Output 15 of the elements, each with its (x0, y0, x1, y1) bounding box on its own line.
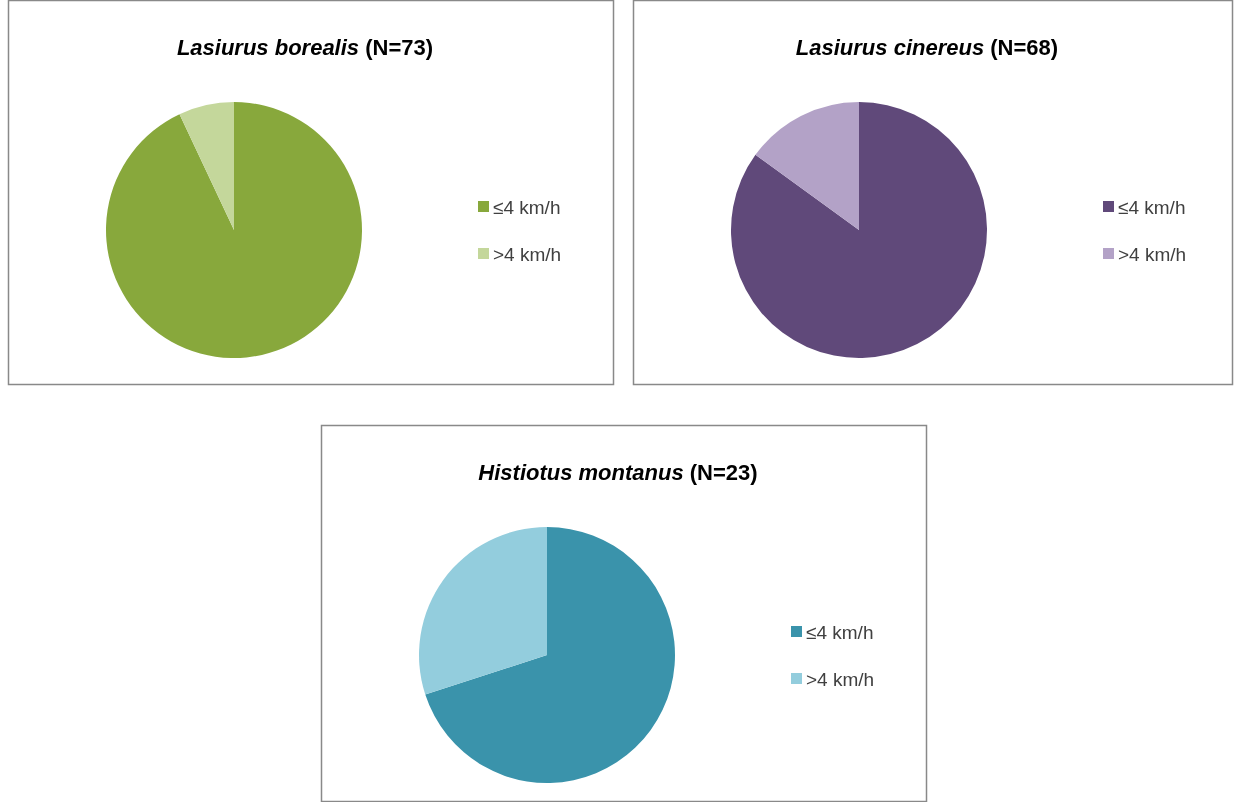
legend-label: ≤4 km/h (1118, 197, 1186, 218)
chart-title: Lasiurus cinereus (N=68) (795, 35, 1059, 60)
legend-label: >4 km/h (1118, 244, 1187, 265)
chart-title: Histiotus montanus (N=23) (478, 460, 758, 485)
legend-label: >4 km/h (806, 669, 875, 690)
legend-label: >4 km/h (493, 244, 562, 265)
pie-slice (731, 102, 987, 358)
legend-label: ≤4 km/h (493, 197, 561, 218)
chart-title: Lasiurus borealis (N=73) (176, 35, 434, 60)
pie-slice (419, 527, 547, 695)
pie-slice (106, 102, 362, 358)
legend-label: ≤4 km/h (806, 622, 874, 643)
pie-slice (425, 527, 675, 783)
pie-slice (179, 102, 234, 230)
pie-slice (755, 102, 859, 230)
